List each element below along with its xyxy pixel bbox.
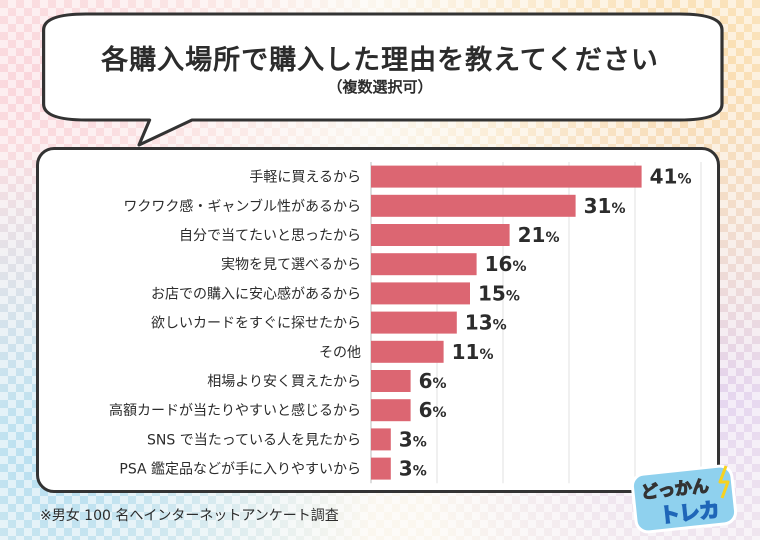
data-label: 3% xyxy=(399,427,427,451)
bar xyxy=(371,253,477,276)
category-label: 自分で当てたいと思ったから xyxy=(179,228,361,244)
data-label: 41% xyxy=(650,165,692,189)
bar xyxy=(371,194,576,217)
category-label: 実物を見て選べるから xyxy=(221,257,361,273)
bar-chart: 手軽に買えるから 41% ワクワク感・ギャンブル性があるから 31% 自分で当てたいと思… xyxy=(109,162,702,484)
category-label: SNS で当たっている人を見たから xyxy=(147,432,361,448)
chart-panel: 手軽に買えるから 41% ワクワク感・ギャンブル性があるから 31% 自分で当てたいと思… xyxy=(36,147,720,493)
data-label: 13% xyxy=(465,311,507,335)
bar xyxy=(371,165,642,188)
bar xyxy=(371,340,444,363)
data-label: 16% xyxy=(485,252,527,276)
chart-title: 各購入場所で購入した理由を教えてください xyxy=(101,45,659,76)
footnote: ※男女 100 名へインターネットアンケート調査 xyxy=(40,508,339,524)
category-label: 高額カードが当たりやすいと感じるから xyxy=(109,402,361,419)
bar xyxy=(371,399,411,422)
data-label: 11% xyxy=(452,340,494,364)
category-label: 欲しいカードをすぐに探せたから xyxy=(151,316,361,332)
bar xyxy=(371,370,411,392)
data-label: 31% xyxy=(584,194,626,218)
category-label: 相場より安く買えたから xyxy=(207,374,361,390)
speech-bubble xyxy=(42,12,724,147)
bar xyxy=(371,224,510,246)
category-label: その他 xyxy=(319,345,361,361)
bar xyxy=(371,457,391,480)
category-label: お店での購入に安心感があるから xyxy=(151,285,361,302)
data-label: 3% xyxy=(399,457,427,481)
data-label: 6% xyxy=(419,398,447,422)
category-label: 手軽に買えるから xyxy=(249,170,361,186)
category-label: PSA 鑑定品などが手に入りやすいから xyxy=(119,461,361,478)
bar xyxy=(371,311,457,334)
bar xyxy=(371,282,470,305)
brand-logo: どっかん トレカ xyxy=(630,464,738,534)
data-label: 21% xyxy=(518,223,560,247)
data-label: 6% xyxy=(419,369,447,393)
data-label: 15% xyxy=(478,281,520,305)
chart-subtitle: （複数選択可） xyxy=(327,78,433,96)
bar xyxy=(371,428,391,451)
category-label: ワクワク感・ギャンブル性があるから xyxy=(123,198,361,215)
